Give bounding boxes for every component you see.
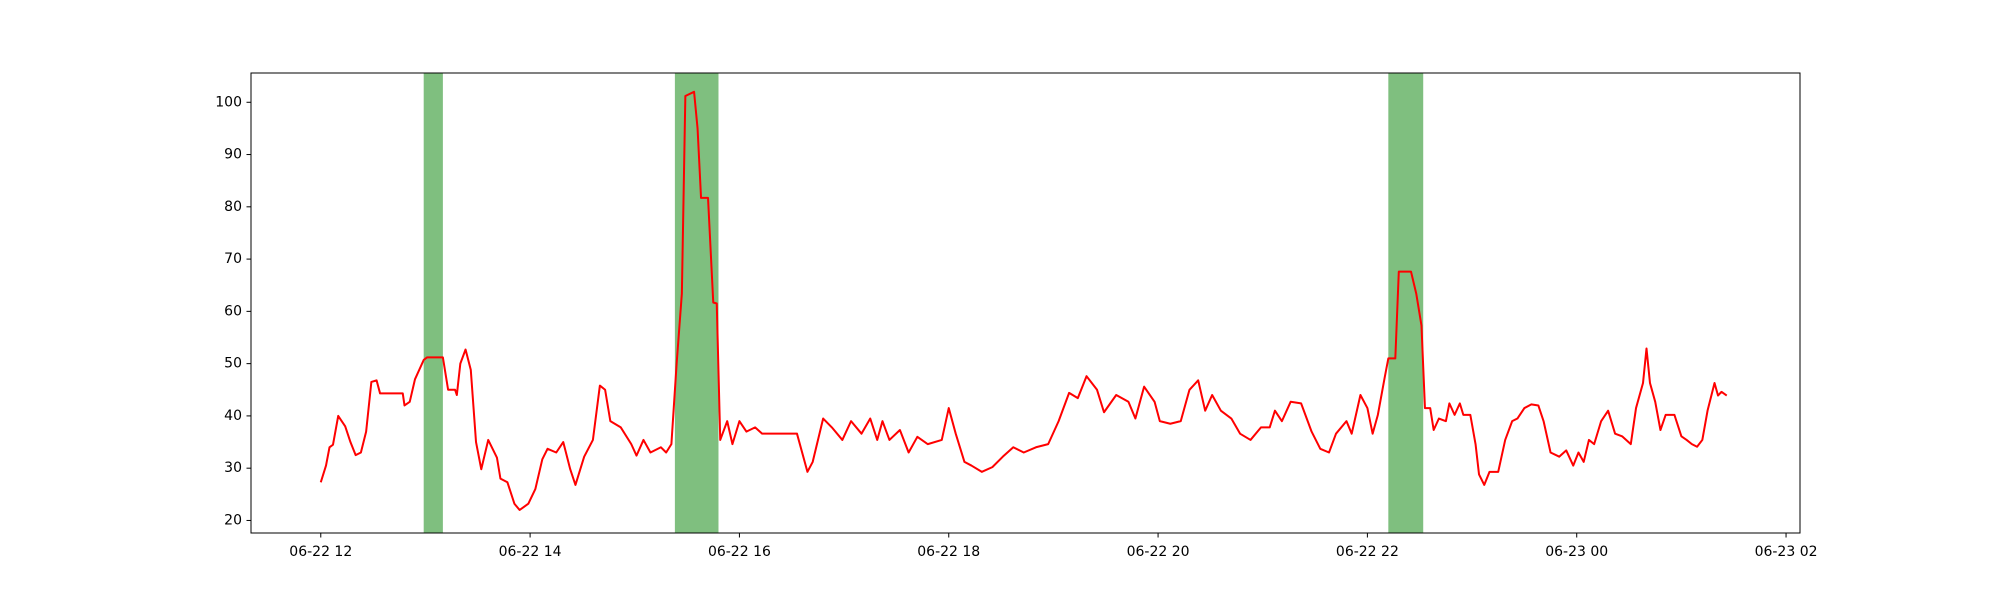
x-tick-label: 06-22 22	[1336, 544, 1399, 560]
y-tick-label: 70	[224, 251, 242, 267]
y-tick-label: 80	[224, 199, 242, 215]
plot-area	[319, 73, 1728, 533]
y-tick-label: 90	[224, 147, 242, 163]
x-tick-label: 06-22 12	[289, 544, 352, 560]
x-tick-label: 06-22 18	[917, 544, 980, 560]
y-tick-label: 50	[224, 356, 242, 372]
x-tick-label: 06-22 14	[499, 544, 562, 560]
y-tick-label: 40	[224, 408, 242, 424]
x-tick-label: 06-22 16	[708, 544, 771, 560]
axes-frame	[250, 72, 1801, 534]
x-tick-label: 06-23 00	[1545, 544, 1608, 560]
y-tick-label: 100	[215, 94, 242, 110]
data-line	[319, 90, 1728, 511]
x-tick-label: 06-23 02	[1755, 544, 1818, 560]
y-tick-label: 60	[224, 303, 242, 319]
y-tick-label: 30	[224, 460, 242, 476]
y-tick-label: 20	[224, 512, 242, 528]
highlight-span	[423, 73, 443, 533]
x-tick-label: 06-22 20	[1127, 544, 1190, 560]
